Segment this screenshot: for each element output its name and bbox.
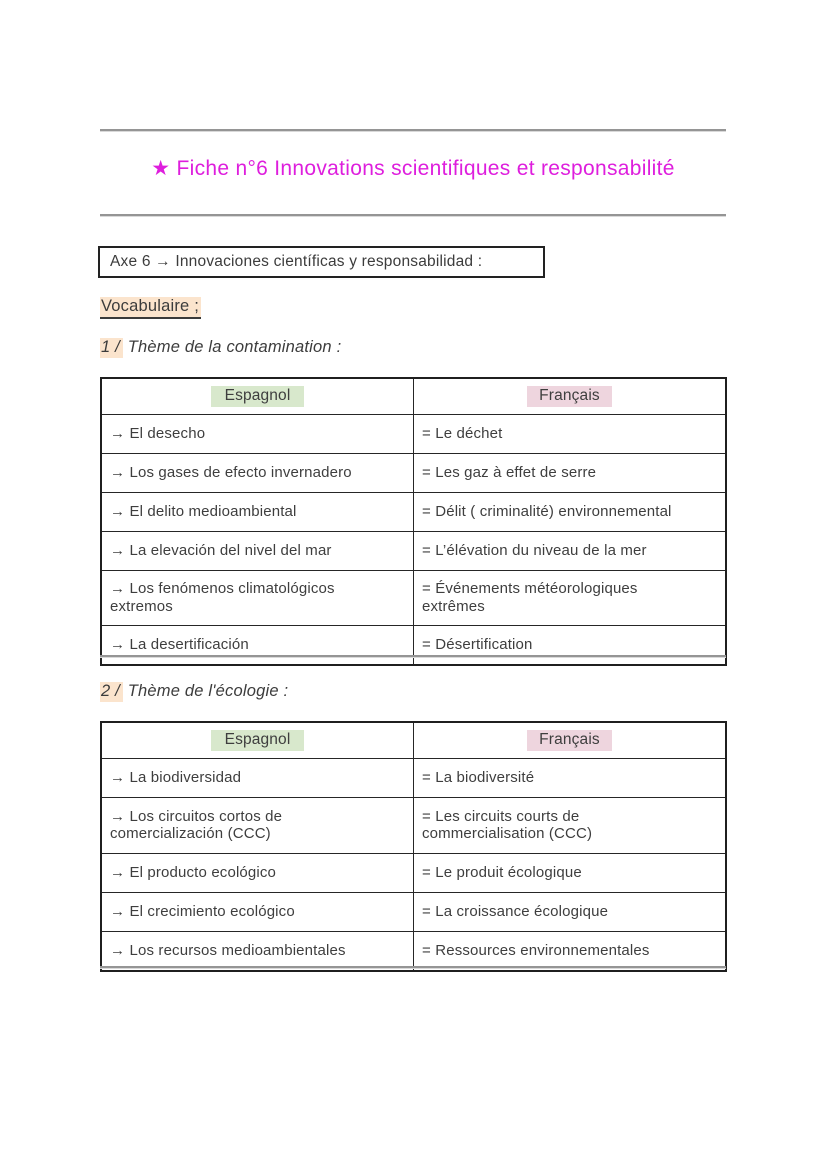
espagnol-highlight: Espagnol	[210, 730, 305, 751]
table-row: → Los recursos medioambientales = Ressou…	[100, 931, 727, 972]
spanish-term: → Los fenómenos climatológicos extremos	[100, 570, 414, 626]
spanish-term: → La elevación del nivel del mar	[100, 531, 414, 571]
vocabulary-heading-text: Vocabulaire ;	[100, 297, 201, 319]
table-row: → El desecho = Le déchet	[100, 414, 727, 454]
section-2-title: Thème de l'écologie :	[127, 682, 289, 700]
french-term: = La biodiversité	[413, 758, 727, 798]
page-title: ★ Fiche n°6 Innovations scientifiques et…	[151, 157, 675, 180]
spanish-term: → Los circuitos cortos de comercializaci…	[100, 797, 414, 854]
section-1-heading: 1 / Thème de la contamination :	[100, 338, 341, 358]
french-term: = Délit ( criminalité) environnemental	[413, 492, 727, 532]
vocabulary-heading: Vocabulaire ;	[100, 297, 201, 319]
section-2-number: 2 /	[100, 682, 123, 702]
spanish-term: → El delito medioambiental	[100, 492, 414, 532]
french-term: = Le déchet	[413, 414, 727, 454]
french-term: = L’élévation du niveau de la mer	[413, 531, 727, 571]
spanish-term: → El producto ecológico	[100, 853, 414, 893]
spanish-term: → La desertificación	[100, 625, 414, 666]
table-row: → El delito medioambiental = Délit ( cri…	[100, 492, 727, 532]
french-term: = Les circuits courts de commercialisati…	[413, 797, 727, 854]
table-row: → La biodiversidad = La biodiversité	[100, 758, 727, 798]
table-header-row: Espagnol Français	[100, 377, 727, 415]
section-2-heading: 2 / Thème de l'écologie :	[100, 682, 288, 702]
divider-line-under-title	[100, 214, 726, 216]
ecologie-vocab-table: Espagnol Français → La biodiversidad = L…	[100, 721, 727, 972]
divider-line-top	[100, 129, 726, 131]
table-row: → El crecimiento ecológico = La croissan…	[100, 892, 727, 932]
table-header-row: Espagnol Français	[100, 721, 727, 759]
column-header-francais: Français	[413, 721, 727, 759]
table-row: → La elevación del nivel del mar = L’élé…	[100, 531, 727, 571]
divider-line-middle	[100, 655, 726, 657]
section-1-number: 1 /	[100, 338, 123, 358]
french-term: = Le produit écologique	[413, 853, 727, 893]
french-term: = La croissance écologique	[413, 892, 727, 932]
spanish-term: → La biodiversidad	[100, 758, 414, 798]
table-row: → Los fenómenos climatológicos extremos …	[100, 570, 727, 626]
divider-line-bottom	[100, 966, 726, 968]
axis-title-text: Axe 6 → Innovaciones científicas y respo…	[110, 253, 483, 270]
spanish-term: → El crecimiento ecológico	[100, 892, 414, 932]
spanish-term: → El desecho	[100, 414, 414, 454]
french-term: = Les gaz à effet de serre	[413, 453, 727, 493]
column-header-espagnol: Espagnol	[100, 721, 414, 759]
table-row: → Los circuitos cortos de comercializaci…	[100, 797, 727, 854]
table-row: → Los gases de efecto invernadero = Les …	[100, 453, 727, 493]
column-header-francais: Français	[413, 377, 727, 415]
table-row: → El producto ecológico = Le produit éco…	[100, 853, 727, 893]
french-term: = Événements météorologiques extrêmes	[413, 570, 727, 626]
espagnol-highlight: Espagnol	[210, 386, 305, 407]
francais-highlight: Français	[527, 730, 612, 751]
french-term: = Ressources environnementales	[413, 931, 727, 972]
spanish-term: → Los recursos medioambientales	[100, 931, 414, 972]
axis-title-box: Axe 6 → Innovaciones científicas y respo…	[98, 246, 545, 278]
table-row: → La desertificación = Désertification	[100, 625, 727, 666]
section-1-title: Thème de la contamination :	[127, 338, 342, 356]
contamination-vocab-table: Espagnol Français → El desecho = Le déch…	[100, 377, 727, 666]
spanish-term: → Los gases de efecto invernadero	[100, 453, 414, 493]
francais-highlight: Français	[527, 386, 612, 407]
french-term: = Désertification	[413, 625, 727, 666]
column-header-espagnol: Espagnol	[100, 377, 414, 415]
